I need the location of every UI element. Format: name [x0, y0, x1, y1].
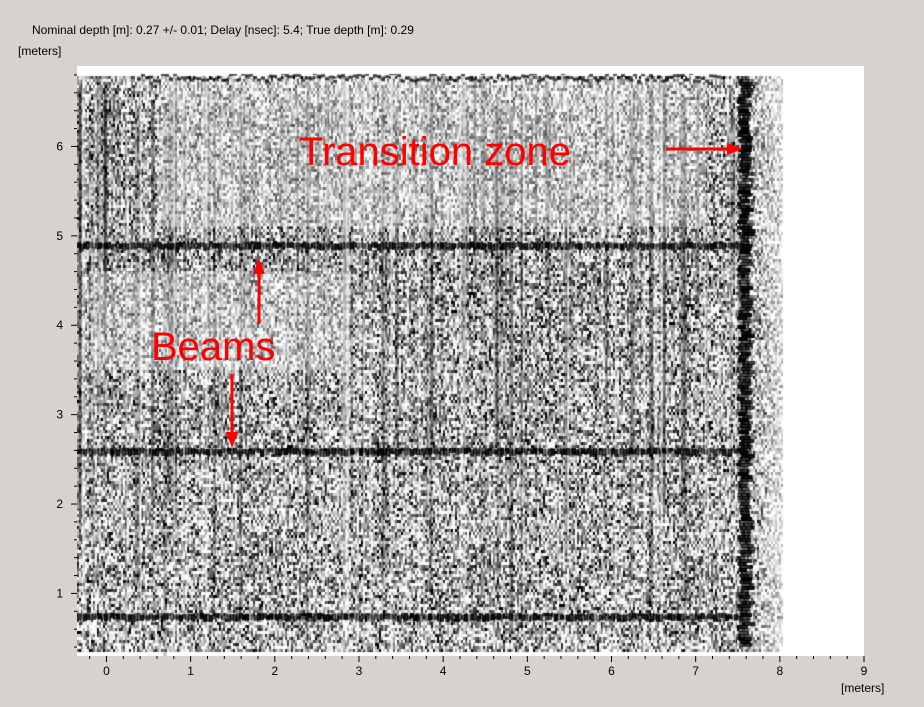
beams-arrow-up [253, 258, 265, 324]
annotation-layer: Transition zone Beams [151, 130, 743, 448]
x-tick-label: 4 [440, 664, 447, 678]
y-tick-label: 5 [56, 229, 63, 243]
y-tick-label: 3 [56, 408, 63, 422]
y-tick-label: 4 [56, 318, 63, 332]
x-tick-label: 8 [776, 664, 783, 678]
x-tick-label: 6 [608, 664, 615, 678]
x-tick-label: 2 [271, 664, 278, 678]
y-tick-label: 1 [56, 586, 63, 600]
transition-zone-label: Transition zone [299, 130, 571, 174]
y-tick-label: 6 [56, 139, 63, 153]
beams-arrow-down [226, 374, 238, 448]
x-axis-unit-label: [meters] [841, 681, 885, 695]
radar-scan-image [77, 66, 864, 656]
y-tick-label: 2 [56, 497, 63, 511]
x-tick-label: 3 [356, 664, 363, 678]
depth-info-text: Nominal depth [m]: 0.27 +/- 0.01; Delay … [32, 23, 414, 37]
transition-arrow [666, 143, 743, 155]
x-tick-label: 5 [524, 664, 531, 678]
x-tick-label: 9 [861, 664, 868, 678]
beams-label: Beams [151, 325, 276, 369]
x-axis: 0 1 2 3 4 5 6 7 8 9 [89, 656, 868, 678]
x-tick-label: 1 [187, 664, 194, 678]
gpr-scan-plot[interactable]: Transition zone Beams [77, 66, 864, 656]
x-tick-label: 7 [692, 664, 699, 678]
y-axis: 1 2 3 4 5 6 [56, 74, 77, 648]
x-tick-label: 0 [103, 664, 110, 678]
y-axis-unit-label: [meters] [18, 44, 62, 58]
